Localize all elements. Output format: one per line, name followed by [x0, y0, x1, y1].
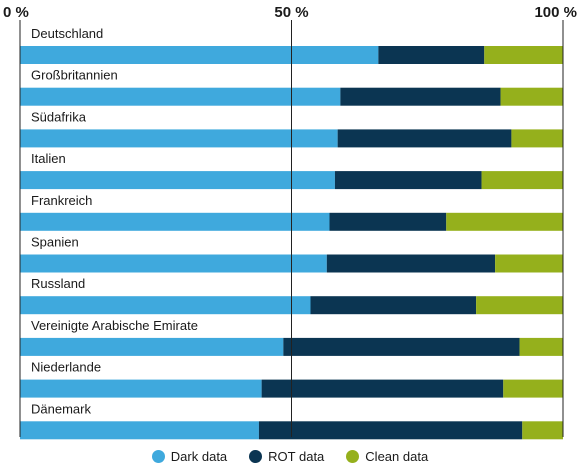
category-label: Südafrika — [31, 109, 87, 124]
legend: Dark data ROT data Clean data — [0, 449, 580, 464]
bar-segment-rot-data — [258, 421, 523, 440]
x-tick-label: 100 % — [534, 4, 577, 21]
category-label: Russland — [31, 276, 85, 291]
bar-segment-rot-data — [340, 87, 501, 106]
category-label: Spanien — [31, 235, 79, 250]
category-label: Italien — [31, 151, 66, 166]
bar-segment-clean-data — [522, 421, 563, 440]
bar-segment-dark-data — [20, 212, 330, 231]
bar-segment-clean-data — [484, 46, 563, 64]
x-tick-label: 50 % — [274, 4, 308, 21]
category-label: Vereinigte Arabische Emirate — [31, 318, 198, 333]
category-label: Frankreich — [31, 193, 92, 208]
legend-item-clean-data: Clean data — [346, 449, 428, 464]
legend-label-dark-data: Dark data — [170, 449, 228, 464]
bar-segment-clean-data — [519, 337, 563, 356]
bar-segment-clean-data — [500, 87, 563, 106]
bar-segment-dark-data — [20, 379, 262, 398]
bar-segment-rot-data — [334, 171, 482, 190]
bar-segment-dark-data — [20, 46, 379, 64]
legend-swatch-dark-data — [151, 450, 165, 463]
legend-label-rot-data: ROT data — [268, 449, 325, 464]
bar-segment-rot-data — [283, 337, 520, 356]
legend-item-rot-data: ROT data — [249, 449, 324, 464]
bar-segment-dark-data — [20, 87, 341, 106]
bar-segment-clean-data — [495, 254, 563, 273]
bar-segment-dark-data — [20, 337, 284, 356]
bar-segment-dark-data — [20, 254, 327, 273]
category-label: Großbritannien — [31, 68, 118, 83]
bar-segment-clean-data — [476, 296, 563, 315]
bar-segment-rot-data — [310, 296, 477, 315]
bar-segment-dark-data — [20, 129, 338, 148]
bar-segment-clean-data — [481, 171, 563, 190]
legend-item-dark-data: Dark data — [151, 449, 228, 464]
bar-segment-rot-data — [261, 379, 504, 398]
x-tick-label: 0 % — [3, 4, 29, 21]
legend-swatch-clean-data — [346, 450, 360, 463]
bar-segment-rot-data — [337, 129, 512, 148]
category-label: Niederlande — [31, 360, 101, 375]
bar-segment-clean-data — [503, 379, 563, 398]
category-label: Deutschland — [31, 26, 103, 41]
bar-segment-rot-data — [329, 212, 447, 231]
bar-segment-dark-data — [20, 171, 335, 190]
legend-label-clean-data: Clean data — [365, 449, 429, 464]
bar-segment-clean-data — [511, 129, 563, 148]
category-label: Dänemark — [31, 401, 91, 416]
legend-swatch-rot-data — [249, 450, 263, 463]
bar-segment-rot-data — [326, 254, 496, 273]
bar-segment-rot-data — [378, 46, 485, 64]
bar-segment-dark-data — [20, 296, 311, 315]
bar-segment-dark-data — [20, 421, 259, 440]
bar-segment-clean-data — [446, 212, 563, 231]
